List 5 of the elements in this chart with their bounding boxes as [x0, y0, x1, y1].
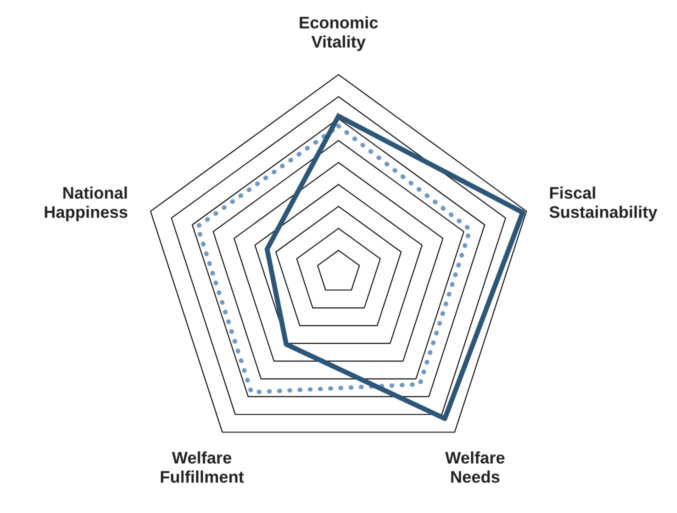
spoke-label: Economic Vitality [300, 16, 378, 51]
spoke-label: Fiscal Sustainability [549, 186, 658, 222]
spoke-label: Welfare Fulfillment [160, 451, 244, 483]
spoke-label: Welfare Needs [445, 451, 504, 483]
spoke-label: National Happiness [44, 186, 128, 222]
